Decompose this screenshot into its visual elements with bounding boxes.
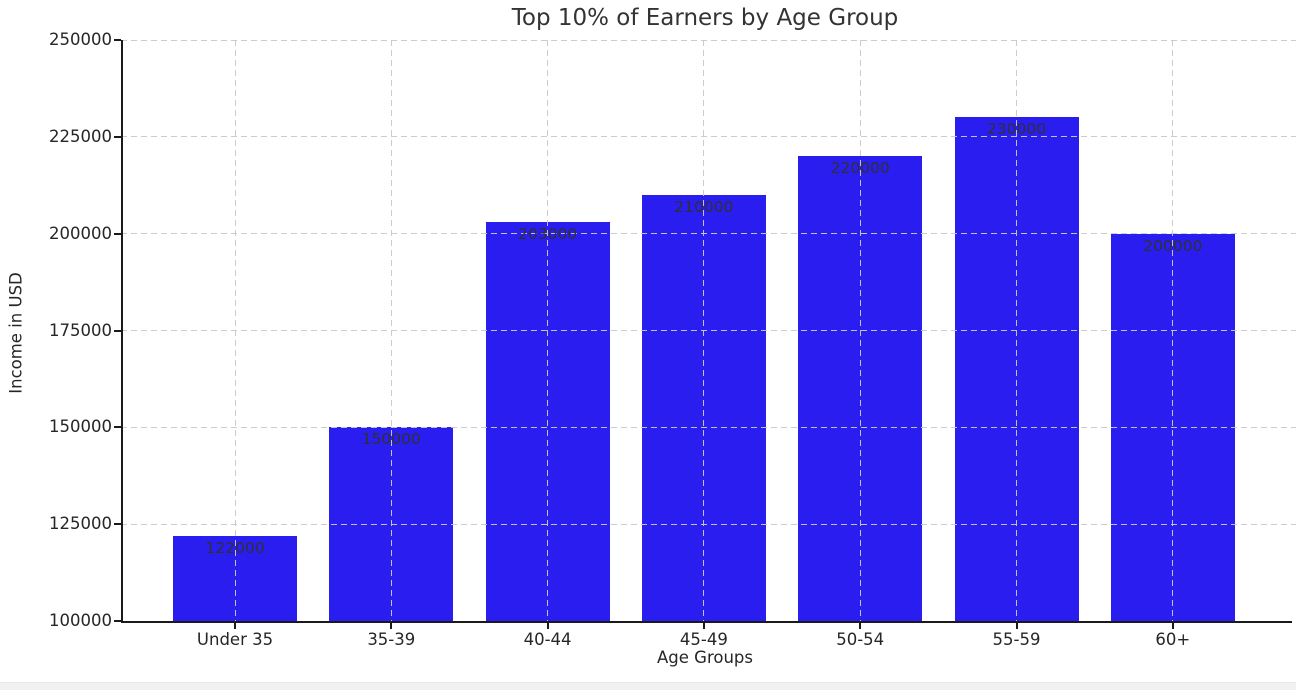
bar-value-label: 210000: [674, 197, 734, 216]
y-tick-label: 250000: [49, 30, 112, 49]
x-axis-label: Age Groups: [657, 648, 753, 667]
vertical-gridline: [1016, 40, 1017, 621]
vertical-gridline: [390, 40, 392, 621]
y-tick-mark: [114, 39, 121, 41]
horizontal-gridline: [121, 39, 1296, 41]
y-tick-label: 200000: [49, 223, 112, 243]
bar-value-label: 220000: [830, 159, 890, 178]
bar-value-label: 150000: [361, 430, 421, 449]
vertical-gridline: [1172, 40, 1174, 621]
x-tick-label: 35-39: [367, 630, 416, 649]
y-tick-mark: [114, 426, 121, 429]
x-tick-mark: [234, 623, 236, 629]
y-tick-mark: [114, 135, 121, 138]
y-tick-label: 150000: [49, 417, 112, 437]
y-tick-label: 125000: [49, 514, 112, 534]
y-tick-label: 225000: [49, 126, 112, 146]
x-tick-mark: [546, 623, 549, 629]
bar-value-label: 122000: [205, 538, 265, 557]
chart-title: Top 10% of Earners by Age Group: [511, 5, 899, 31]
y-tick-label: 175000: [49, 320, 112, 340]
y-tick-mark: [114, 232, 121, 235]
x-tick-label: 45-49: [679, 630, 728, 649]
y-tick-mark: [114, 523, 121, 526]
y-axis-label: Income in USD: [6, 272, 26, 394]
x-tick-label: 60+: [1155, 630, 1191, 649]
x-tick-label: 50-54: [836, 630, 885, 649]
x-tick-mark: [859, 623, 862, 629]
bar-value-label: 203000: [518, 225, 578, 244]
horizontal-gridline: [121, 523, 1296, 525]
x-tick-mark: [390, 623, 393, 629]
vertical-gridline: [547, 40, 549, 621]
y-tick-label: 100000: [49, 611, 112, 630]
x-tick-label: 55-59: [992, 630, 1041, 649]
vertical-gridline: [859, 40, 861, 621]
horizontal-gridline: [121, 426, 1296, 428]
x-tick-mark: [1171, 623, 1174, 629]
horizontal-gridline: [121, 136, 1296, 138]
bar-value-label: 200000: [1143, 236, 1203, 255]
horizontal-gridline: [121, 233, 1296, 235]
x-tick-mark: [702, 623, 705, 629]
y-tick-mark: [114, 329, 121, 332]
x-tick-label: Under 35: [196, 630, 274, 649]
vertical-gridline: [703, 40, 705, 621]
y-axis-spine: [121, 40, 123, 623]
y-tick-mark: [114, 620, 121, 622]
horizontal-gridline: [121, 330, 1296, 331]
vertical-gridline: [234, 40, 236, 621]
bottom-edge-band: [0, 682, 1296, 690]
x-axis-spine: [121, 621, 1292, 623]
x-tick-mark: [1015, 623, 1018, 629]
bar-value-label: 230000: [986, 120, 1047, 139]
x-tick-label: 40-44: [523, 630, 572, 649]
